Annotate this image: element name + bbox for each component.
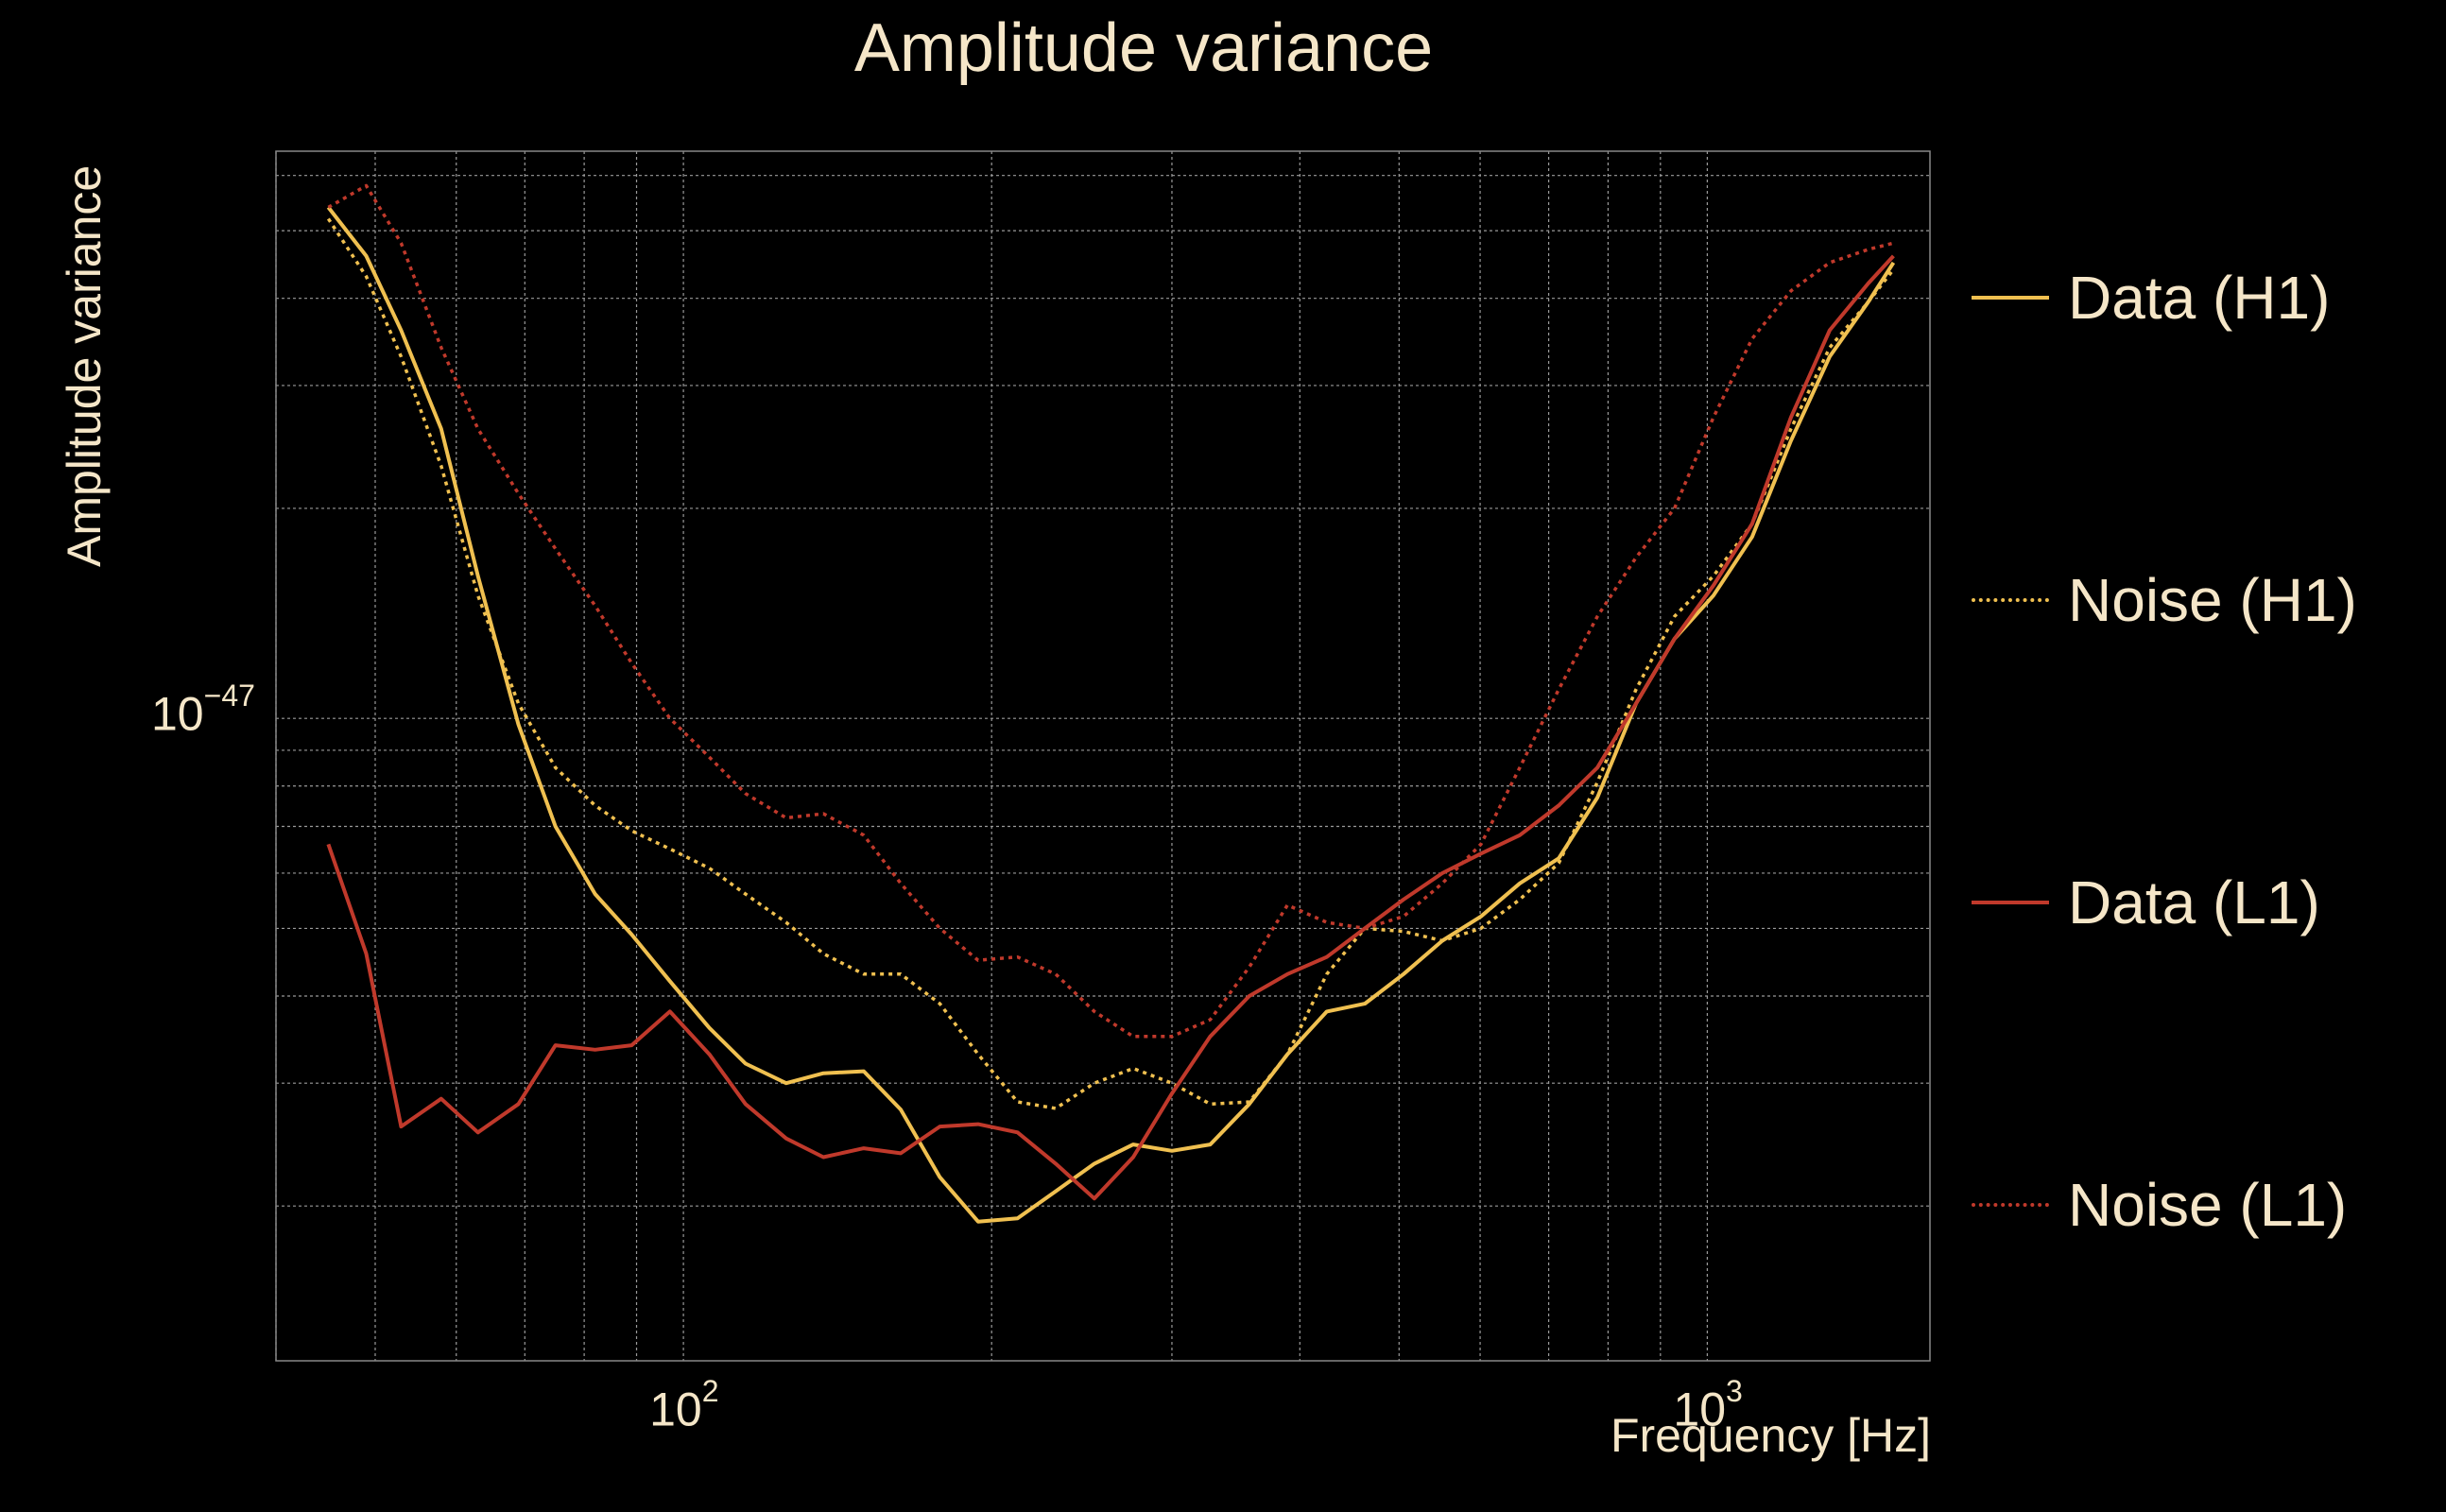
- legend-swatch: [1972, 296, 2049, 300]
- legend-label: Data (H1): [2068, 264, 2331, 332]
- y-tick-label: 10−47: [151, 679, 255, 741]
- legend-label: Noise (L1): [2068, 1171, 2348, 1239]
- y-axis-label: Amplitude variance: [58, 164, 111, 567]
- series-line-noise-h1: [326, 217, 1895, 1110]
- legend-item: Data (L1): [1972, 865, 2368, 940]
- legend-item: Noise (L1): [1972, 1167, 2368, 1243]
- plot-frame: [275, 150, 1931, 1362]
- series-group: [326, 183, 1896, 1224]
- legend-swatch: [1972, 901, 2049, 904]
- series-line-data-h1: [326, 206, 1896, 1224]
- legend-swatch: [1972, 598, 2049, 602]
- legend-item: Noise (H1): [1972, 562, 2368, 638]
- legend-item: Data (H1): [1972, 260, 2368, 335]
- x-tick-label: 102: [649, 1374, 719, 1436]
- legend-swatch: [1972, 1203, 2049, 1207]
- x-axis-label: Frequency [Hz]: [1610, 1409, 1931, 1462]
- grid-lines: [275, 151, 1930, 1361]
- series-line-data-l1: [326, 254, 1895, 1201]
- x-tick-label: 103: [1673, 1374, 1743, 1436]
- chart-title: Amplitude variance: [853, 10, 1434, 86]
- series-line-noise-l1: [327, 183, 1894, 1039]
- legend-label: Noise (H1): [2068, 566, 2357, 634]
- legend-label: Data (L1): [2068, 868, 2320, 936]
